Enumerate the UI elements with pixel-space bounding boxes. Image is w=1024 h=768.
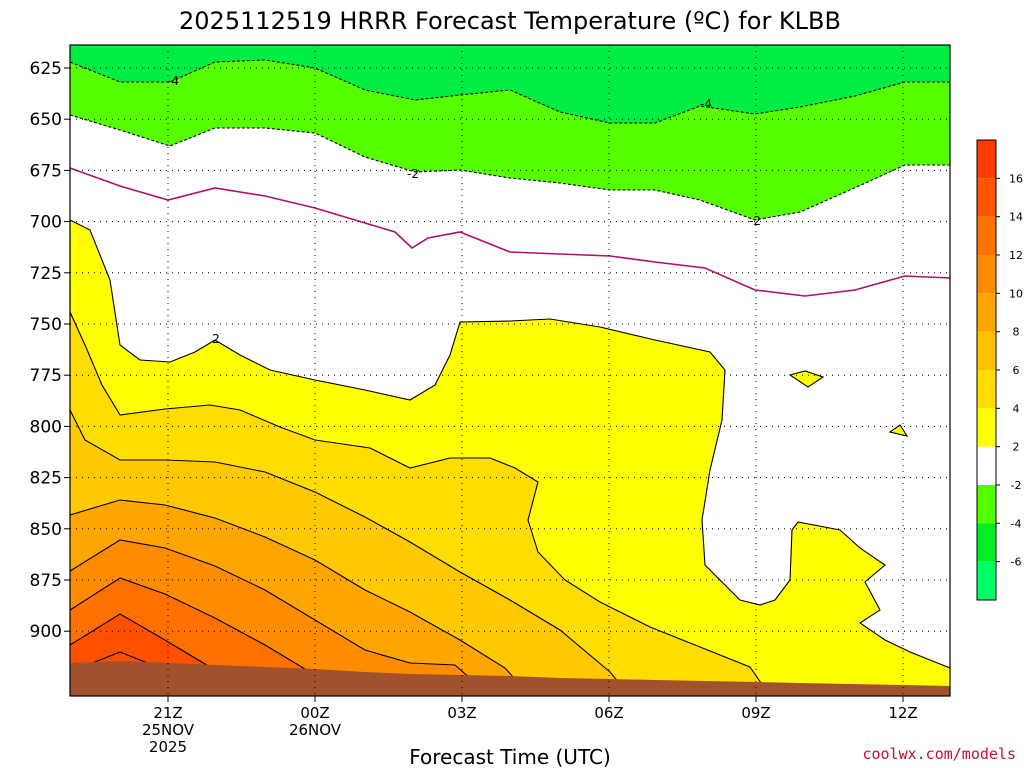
contour-labels: -4 -4 -2 -2 2 (167, 74, 761, 346)
y-tick-label: 650 (30, 110, 62, 130)
y-tick-label: 750 (30, 315, 62, 335)
colorbar-swatch (977, 370, 996, 409)
y-tick-label: 800 (30, 417, 62, 437)
colorbar-label: 2 (1013, 441, 1020, 454)
contour-2-island (888, 424, 909, 437)
x-tick-label: 25NOV (142, 721, 195, 739)
colorbar-swatch (977, 523, 996, 562)
colorbar-swatch (977, 331, 996, 370)
y-tick-label: 625 (30, 59, 62, 79)
y-tick-label: 850 (30, 520, 62, 540)
colorbar-swatch (977, 216, 996, 255)
contour-label: 2 (212, 332, 220, 346)
colorbar-swatch (977, 140, 996, 179)
x-axis-label: Forecast Time (UTC) (409, 745, 611, 768)
contour-label: -2 (407, 167, 419, 181)
contour-10 (70, 539, 481, 696)
region-2-4-island (890, 425, 907, 436)
contour-minus-2 (70, 114, 950, 221)
plot-area (70, 45, 950, 696)
ground (70, 661, 950, 696)
y-tick-label: 875 (30, 571, 62, 591)
colorbar-label: 8 (1013, 326, 1020, 339)
colorbar-label: 6 (1013, 364, 1020, 377)
colorbar-label: 12 (1009, 249, 1023, 262)
colorbar-swatch (977, 485, 996, 524)
y-axis: 625 650 675 700 725 750 775 800 825 850 875 900 (30, 59, 70, 642)
freezing-line (70, 167, 950, 297)
x-tick-label: 26NOV (289, 721, 342, 739)
colorbar-label: -6 (1011, 556, 1022, 569)
x-tick-label: 21Z (153, 704, 182, 722)
y-tick-label: 775 (30, 366, 62, 386)
contour-8 (70, 499, 531, 696)
y-tick-label: 900 (30, 622, 62, 642)
contour-2 (70, 219, 950, 669)
colorbar-label: 10 (1009, 287, 1023, 300)
x-tick-label: 03Z (447, 704, 476, 722)
colorbar-label: 16 (1009, 172, 1023, 185)
x-tick-label: 2025 (149, 738, 187, 756)
colorbar-label: 14 (1009, 211, 1023, 224)
y-tick-label: 725 (30, 264, 62, 284)
credit-text: coolwx.com/models (862, 745, 1016, 763)
colorbar-swatch (977, 446, 996, 485)
contour-label: -2 (749, 214, 761, 228)
region-minus-2 (70, 60, 950, 220)
x-tick-label: 00Z (300, 704, 329, 722)
x-tick-label: 12Z (888, 704, 917, 722)
colorbar: 16 14 12 10 8 6 4 2 -2 -4 -6 (976, 139, 1023, 601)
x-tick-label: 09Z (741, 704, 770, 722)
colorbar-swatch (977, 293, 996, 332)
contour-2-island (788, 370, 825, 388)
y-tick-label: 825 (30, 469, 62, 489)
colorbar-swatch (977, 561, 996, 600)
colorbar-swatch (977, 255, 996, 294)
grid (70, 45, 950, 696)
plot-frame (69, 44, 951, 697)
x-tick-label: 06Z (594, 704, 623, 722)
colorbar-swatch (977, 408, 996, 447)
contour-4 (70, 311, 771, 696)
colorbar-label: -4 (1011, 517, 1022, 530)
colorbar-swatch (977, 178, 996, 217)
colorbar-label: 4 (1013, 402, 1020, 415)
contour-label: -4 (700, 97, 712, 111)
y-tick-label: 675 (30, 161, 62, 181)
colorbar-label: -2 (1011, 479, 1022, 492)
contour-6 (70, 409, 631, 696)
contour-label: -4 (167, 74, 179, 88)
chart-title: 2025112519 HRRR Forecast Temperature (ºC… (179, 7, 841, 35)
y-tick-label: 700 (30, 213, 62, 233)
